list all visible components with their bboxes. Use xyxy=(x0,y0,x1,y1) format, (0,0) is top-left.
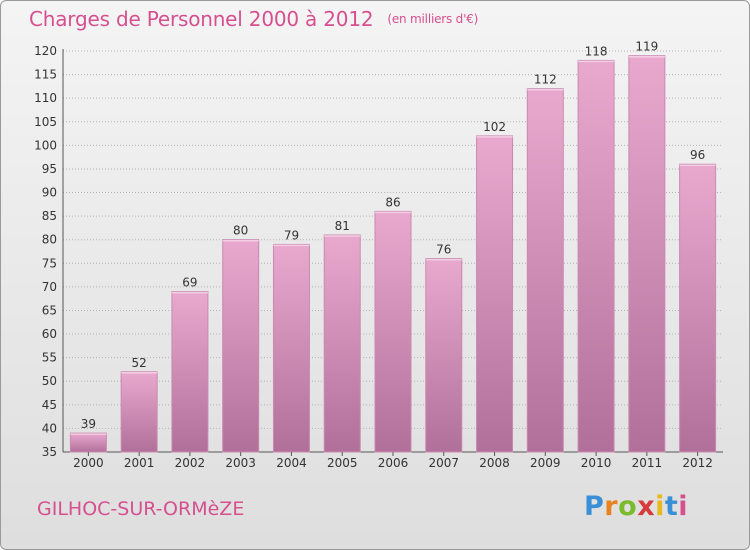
data-label-2000: 39 xyxy=(81,417,96,431)
data-label-2003: 80 xyxy=(233,224,248,238)
x-tick-label-2001: 2001 xyxy=(124,456,155,470)
commune-name: GILHOC-SUR-ORMèZE xyxy=(37,498,245,520)
bar-2008 xyxy=(476,135,514,453)
x-tick-labels: 2000 2001 2002 2003 2004 2005 2006 2007 2008 2009… xyxy=(73,452,713,470)
bar-2007 xyxy=(425,258,463,453)
x-tick-label-2007: 2007 xyxy=(428,456,459,470)
bar-2001 xyxy=(120,371,158,453)
x-tick-label-2012: 2012 xyxy=(682,456,713,470)
proxiti-logo: Proxiti xyxy=(584,491,689,522)
y-tick-label: 70 xyxy=(42,280,57,294)
data-label-2005: 81 xyxy=(335,219,350,233)
x-tick-label-2004: 2004 xyxy=(276,456,307,470)
y-tick-label: 55 xyxy=(42,351,57,365)
x-tick-label-2000: 2000 xyxy=(73,456,104,470)
chart-title-text: Charges de Personnel 2000 à 2012 xyxy=(29,7,374,31)
y-tick-label: 40 xyxy=(42,421,57,435)
data-labels: 39 52 69 80 79 81 86 76 102 112 118 119 96 xyxy=(81,40,706,431)
y-tick-label: 80 xyxy=(42,233,57,247)
x-tick-label-2003: 2003 xyxy=(225,456,256,470)
bar-2010 xyxy=(577,59,615,453)
y-tick-label: 95 xyxy=(42,162,57,176)
data-label-2011: 119 xyxy=(635,40,658,54)
y-tick-label: 100 xyxy=(34,138,57,152)
y-tick-label: 45 xyxy=(42,398,57,412)
x-tick-label-2010: 2010 xyxy=(581,456,612,470)
bar-2004 xyxy=(272,243,310,453)
chart-title: Charges de Personnel 2000 à 2012 (en mill… xyxy=(29,7,478,31)
bar-2003 xyxy=(222,239,260,453)
y-tick-label: 85 xyxy=(42,209,57,223)
bar-2009 xyxy=(526,88,564,453)
y-tick-label: 90 xyxy=(42,186,57,200)
data-label-2009: 112 xyxy=(534,73,557,87)
y-tick-label: 105 xyxy=(34,115,57,129)
data-label-2006: 86 xyxy=(385,195,400,209)
y-tick-label: 120 xyxy=(34,44,57,58)
y-tick-labels: 35 40 45 50 55 60 65 70 75 80 85 90 95 100 105 110 115 12… xyxy=(34,44,57,459)
y-tick-label: 50 xyxy=(42,374,57,388)
data-label-2001: 52 xyxy=(132,356,147,370)
y-tick-label: 65 xyxy=(42,303,57,317)
y-tick-label: 115 xyxy=(34,68,57,82)
x-tick-label-2002: 2002 xyxy=(175,456,206,470)
y-tick-label: 60 xyxy=(42,327,57,341)
bars xyxy=(69,55,717,453)
bar-2012 xyxy=(679,163,717,453)
x-tick-label-2009: 2009 xyxy=(530,456,561,470)
x-tick-label-2006: 2006 xyxy=(378,456,409,470)
bar-2005 xyxy=(323,234,361,453)
data-label-2010: 118 xyxy=(585,44,608,58)
y-tick-label: 75 xyxy=(42,256,57,270)
data-label-2008: 102 xyxy=(483,120,506,134)
data-label-2004: 79 xyxy=(284,228,299,242)
bar-2006 xyxy=(374,210,412,453)
y-tick-label: 110 xyxy=(34,91,57,105)
x-tick-label-2011: 2011 xyxy=(632,456,663,470)
bar-2000 xyxy=(69,432,107,453)
data-label-2007: 76 xyxy=(436,243,451,257)
bar-2002 xyxy=(171,291,209,453)
bar-2011 xyxy=(628,55,666,453)
y-tick-label: 35 xyxy=(42,445,57,459)
data-label-2012: 96 xyxy=(690,148,705,162)
x-tick-label-2008: 2008 xyxy=(479,456,510,470)
chart-subtitle: (en milliers d'€) xyxy=(387,12,479,26)
x-tick-label-2005: 2005 xyxy=(327,456,358,470)
data-label-2002: 69 xyxy=(182,276,197,290)
